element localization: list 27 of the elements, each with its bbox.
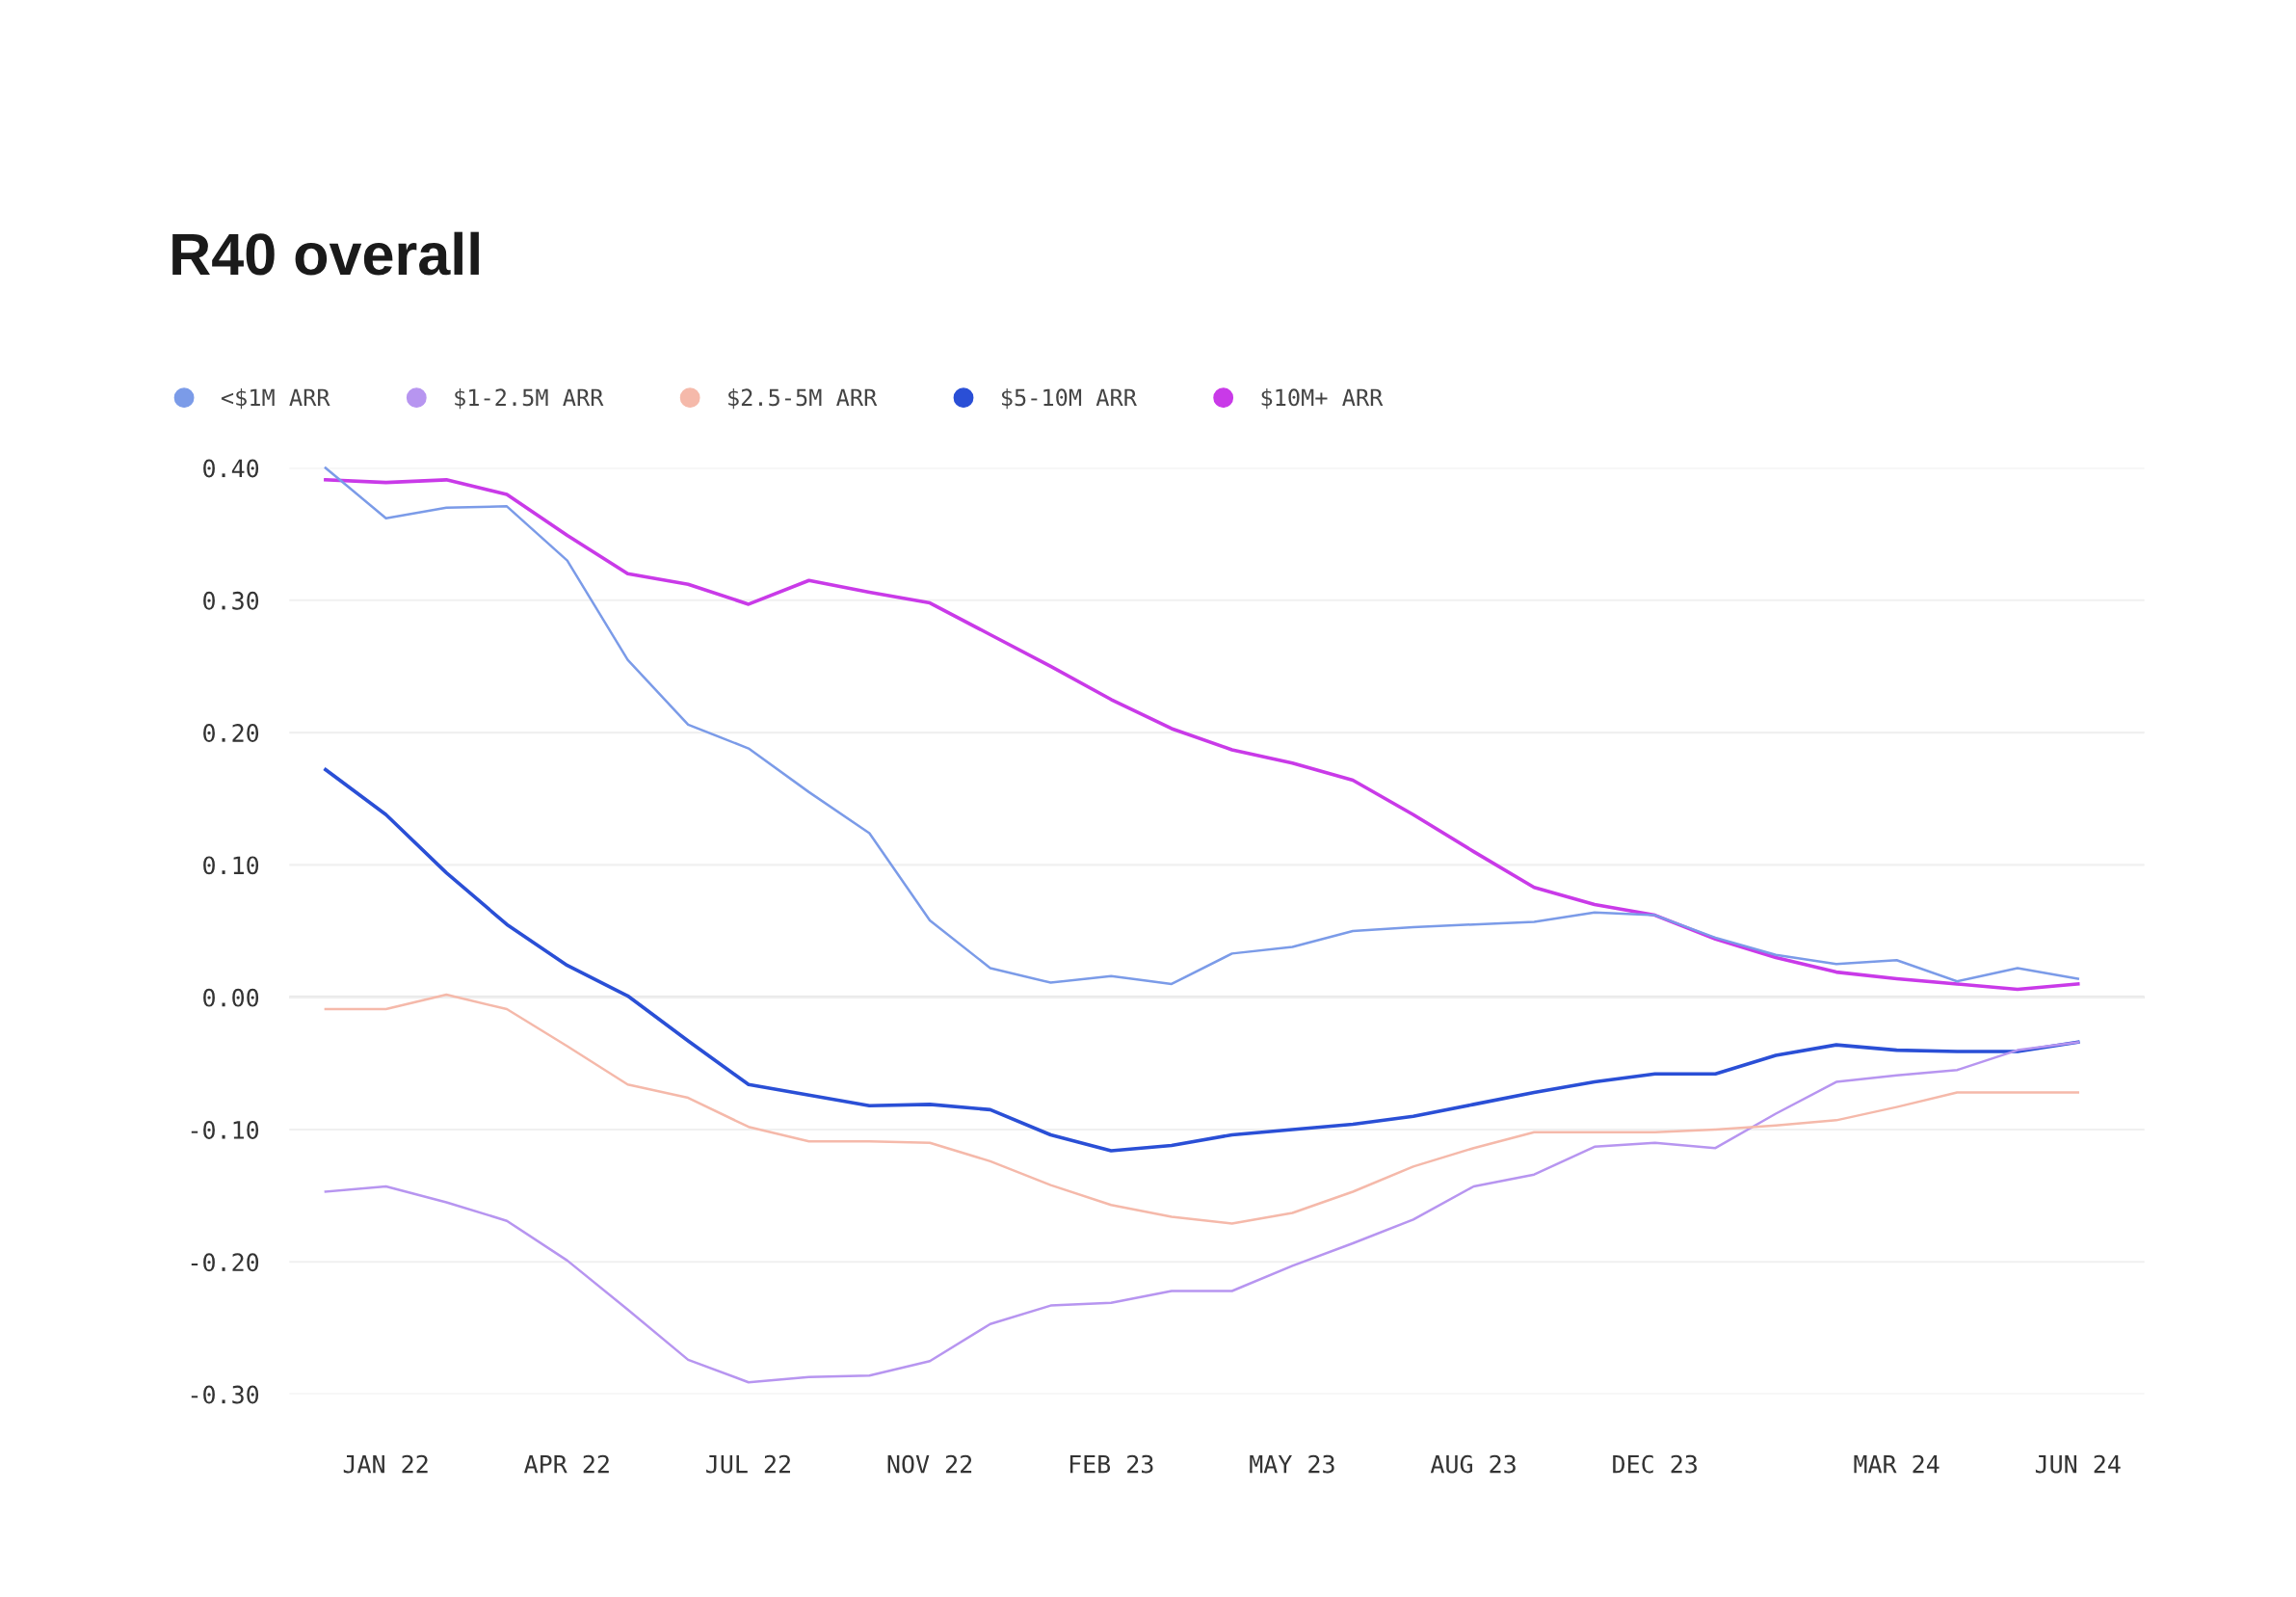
y-tick-label: -0.30 [191, 1385, 259, 1404]
legend-label: $5-10M ARR [1001, 387, 1137, 410]
x-tick-label: JUN 24 [2035, 1454, 2121, 1474]
x-tick-label: MAR 24 [1854, 1454, 1940, 1474]
legend-label: $10M+ ARR [1261, 387, 1384, 410]
x-tick-label: MAY 23 [1250, 1454, 1334, 1474]
x-tick-label: NOV 22 [887, 1454, 972, 1474]
y-tick-label: -0.10 [191, 1120, 259, 1139]
x-tick-label: DEC 23 [1613, 1454, 1697, 1474]
x-tick-label: JUL 22 [706, 1454, 790, 1474]
x-tick-label: AUG 23 [1430, 1454, 1516, 1474]
x-tick-label: JAN 22 [343, 1454, 428, 1474]
legend-label: $1-2.5M ARR [455, 387, 604, 410]
y-tick-label: 0.00 [203, 988, 259, 1007]
line-series [324, 1041, 2079, 1384]
y-tick-label: 0.20 [203, 724, 259, 743]
legend-label: $2.5-5M ARR [728, 387, 878, 410]
x-tick-label: FEB 23 [1069, 1454, 1153, 1474]
x-tick-label: APR 22 [524, 1454, 609, 1474]
y-tick-label: 0.10 [203, 856, 259, 875]
y-tick-label: 0.40 [203, 459, 259, 478]
y-tick-label: -0.20 [191, 1253, 259, 1272]
legend-label: <$1M ARR [221, 387, 330, 410]
line-series [324, 993, 2079, 1225]
y-tick-label: 0.30 [203, 591, 259, 610]
line-series [324, 767, 2080, 1153]
chart-title: R40 overall [172, 231, 479, 276]
